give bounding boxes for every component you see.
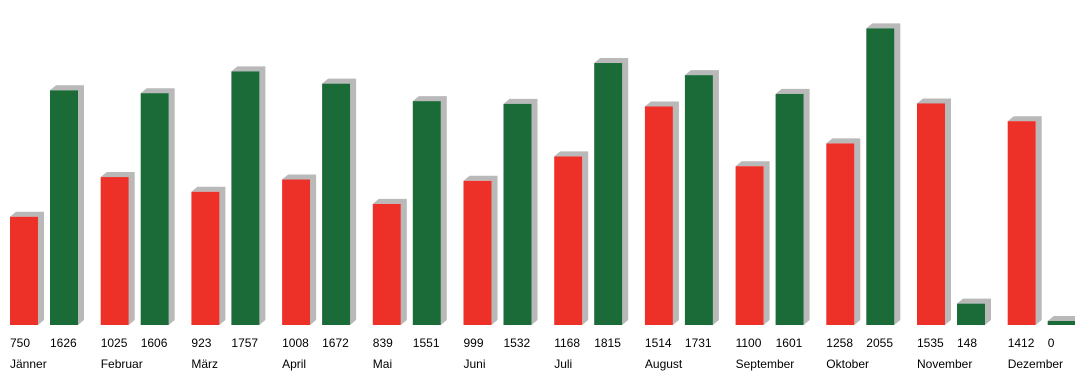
data-label-series0-1: 1025 [101, 336, 128, 350]
category-label-8: September [736, 357, 795, 371]
bar-series0-5 [463, 180, 492, 325]
bar-shadow-1-4 [412, 96, 447, 325]
bar-series0-0 [10, 216, 38, 325]
bar-series0-2 [191, 191, 220, 325]
category-label-3: April [282, 357, 306, 371]
bar-shadow-0-10 [917, 98, 951, 325]
bar-series1-5 [503, 103, 532, 325]
bar-shadow-1-7 [684, 70, 719, 326]
bar-series0-9 [826, 143, 855, 325]
data-label-series0-8: 1100 [736, 336, 762, 350]
data-label-series0-9: 1258 [826, 336, 853, 350]
bar-series0-4 [372, 203, 401, 325]
data-label-series1-4: 1551 [413, 336, 440, 350]
bar-series0-10 [917, 103, 945, 325]
category-label-10: November [917, 357, 972, 371]
category-label-9: Oktober [826, 357, 869, 371]
bar-shadow-0-2 [191, 186, 226, 325]
bar-shadow-1-6 [594, 58, 629, 325]
data-label-series0-10: 1535 [917, 336, 944, 350]
data-label-series0-11: 1412 [1008, 336, 1035, 350]
bar-shadow-1-10 [957, 298, 991, 325]
bar-shadow-0-6 [554, 151, 589, 325]
bar-series1-11 [1047, 321, 1075, 325]
bar-shadow-0-4 [372, 198, 407, 325]
category-label-4: Mai [373, 357, 392, 371]
data-label-series0-4: 839 [373, 336, 393, 350]
bar-series0-6 [554, 156, 583, 325]
data-label-series1-10: 148 [957, 336, 977, 350]
bar-series0-1 [100, 177, 129, 325]
category-label-7: August [645, 357, 683, 371]
data-label-series0-7: 1514 [645, 336, 672, 350]
category-label-11: Dezember [1008, 357, 1063, 371]
bar-shadow-0-9 [826, 138, 861, 325]
bar-shadow-0-11 [1007, 116, 1042, 326]
data-label-series1-6: 1815 [594, 336, 621, 350]
bar-shadow-1-0 [50, 85, 84, 325]
bar-shadow-1-1 [140, 88, 175, 325]
bar-shadow-0-8 [735, 161, 770, 325]
data-label-series1-8: 1601 [776, 336, 803, 350]
data-label-series0-5: 999 [464, 336, 484, 350]
bar-series1-10 [957, 303, 985, 325]
bar-shadow-1-11 [1047, 316, 1075, 321]
bar-shadow-1-2 [231, 66, 266, 325]
bar-series0-7 [644, 106, 673, 325]
data-label-series0-3: 1008 [282, 336, 309, 350]
bar-series1-7 [684, 75, 713, 326]
data-label-series1-0: 1626 [50, 336, 77, 350]
data-label-series1-1: 1606 [141, 336, 168, 350]
category-label-1: Februar [101, 357, 143, 371]
data-label-series1-5: 1532 [504, 336, 531, 350]
bar-shadow-1-9 [866, 23, 901, 325]
bar-shadow-1-3 [322, 78, 357, 325]
category-label-6: Juli [554, 357, 572, 371]
bars [10, 28, 1075, 326]
bar-series1-3 [322, 83, 351, 325]
bar-series0-8 [735, 166, 764, 325]
bar-series1-9 [866, 28, 895, 325]
data-label-series1-7: 1731 [685, 336, 712, 350]
category-label-0: Jänner [10, 357, 47, 371]
bar-series1-6 [594, 63, 623, 325]
data-label-series1-11: 0 [1048, 336, 1055, 350]
bar-series1-2 [231, 71, 260, 325]
data-label-series0-0: 750 [10, 336, 30, 350]
data-label-series1-3: 1672 [322, 336, 349, 350]
bar-shadows [10, 23, 1075, 326]
category-label-5: Juni [464, 357, 486, 371]
bar-shadow-0-7 [644, 101, 679, 325]
bar-shadow-0-1 [100, 172, 135, 325]
bar-series1-1 [140, 93, 169, 325]
bar-series1-0 [50, 90, 78, 325]
bar-shadow-1-8 [775, 88, 810, 325]
bar-shadow-0-5 [463, 175, 498, 325]
bar-series0-3 [282, 179, 311, 325]
data-label-series1-2: 1757 [231, 336, 258, 350]
bar-shadow-1-5 [503, 98, 538, 325]
data-label-series0-2: 923 [191, 336, 211, 350]
bar-series0-11 [1007, 121, 1036, 326]
bar-shadow-0-0 [10, 211, 44, 325]
bar-shadow-0-3 [282, 174, 317, 325]
category-label-2: März [191, 357, 218, 371]
bar-series1-8 [775, 93, 804, 325]
bar-series1-4 [412, 101, 441, 325]
data-label-series0-6: 1168 [554, 336, 580, 350]
data-label-series1-9: 2055 [866, 336, 893, 350]
